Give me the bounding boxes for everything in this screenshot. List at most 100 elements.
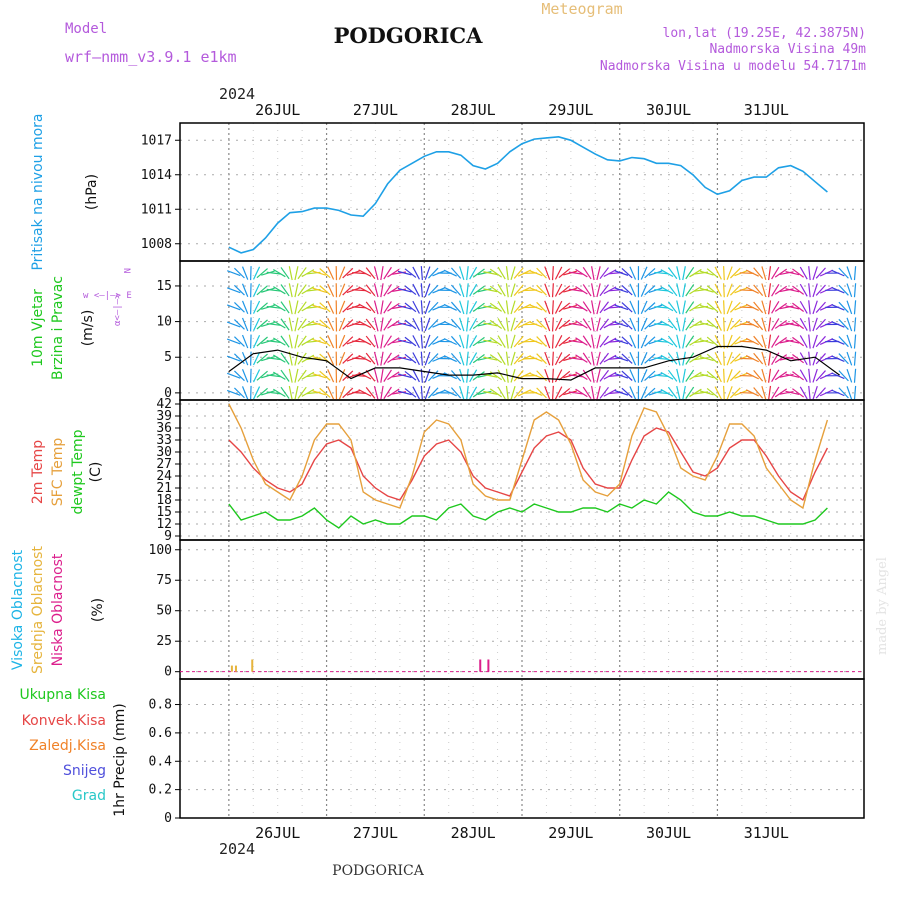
wind-arrow <box>469 369 478 383</box>
wind-arrow <box>714 352 722 366</box>
wind-arrow <box>266 357 281 361</box>
wind-arrow <box>352 272 367 275</box>
wind-arrow <box>288 334 293 349</box>
wind-arrow <box>621 319 633 330</box>
wind-arrow <box>297 369 307 382</box>
y-tick-label: 5 <box>164 350 172 365</box>
wind-arrow <box>505 385 509 400</box>
wind-arrow <box>682 266 686 281</box>
panel-precipitation: 0 0.2 0.4 0.6 0.8 <box>149 678 865 826</box>
day-label-bottom: 27JUL <box>353 824 398 842</box>
wind-arrow <box>808 317 811 332</box>
wind-arrow <box>204 369 206 383</box>
year-bottom: 2024 <box>219 840 255 858</box>
wind-arrow <box>280 318 290 331</box>
wind-arrow <box>273 320 286 329</box>
wind-arrow <box>338 334 346 349</box>
wind-arrow <box>450 353 462 365</box>
wind-arrow <box>338 386 346 400</box>
y-tick-label: 75 <box>156 573 172 588</box>
wind-arrow <box>234 387 245 399</box>
wind-arrow <box>505 351 509 366</box>
wind-arrow <box>853 300 857 315</box>
wind-arrow <box>450 387 462 399</box>
wind-arrow <box>212 319 221 330</box>
wind-arrow <box>685 386 695 399</box>
precip-grad-label: Grad <box>72 788 106 804</box>
wind-arrow <box>714 369 722 383</box>
wind-arrow <box>792 319 805 330</box>
wind-arrow <box>808 368 811 383</box>
wind-arrow <box>591 385 595 400</box>
wind-arrow <box>838 353 849 365</box>
wind-arrow <box>383 284 392 297</box>
wind-arrow <box>443 320 457 328</box>
wind-arrow <box>212 370 221 381</box>
wind-arrow <box>753 318 764 331</box>
location-coordinates: lon,lat (19.25E, 42.3875N) <box>663 26 867 41</box>
wind-arrow <box>319 387 331 398</box>
wind-arrow <box>640 317 648 332</box>
wind-arrow <box>383 335 392 348</box>
wind-arrow <box>853 266 857 281</box>
cloud-high-label: Visoka Oblacnost <box>10 549 26 670</box>
wind-arrow <box>443 338 457 346</box>
wind-arrow <box>497 301 506 314</box>
wind-arrow <box>358 337 372 346</box>
wind-arrow <box>676 266 681 281</box>
wind-arrow <box>466 283 469 298</box>
wind-arrow <box>551 385 554 400</box>
wind-arrow <box>280 369 290 382</box>
wind-arrow <box>380 385 384 400</box>
wind-arrow <box>312 304 327 310</box>
wind-arrow <box>226 389 241 396</box>
wind-arrow <box>489 268 503 278</box>
wind-arrow <box>582 318 592 331</box>
wind-arrow <box>327 266 335 280</box>
wind-arrow <box>582 369 592 382</box>
wind-arrow <box>338 283 346 297</box>
wind-arrow <box>234 370 245 382</box>
wind-arrow <box>477 339 492 344</box>
wind-arrow <box>808 300 811 315</box>
wind-arrow <box>714 266 722 280</box>
wind-arrow <box>699 356 714 362</box>
y-tick-label: 0.8 <box>149 698 172 713</box>
wind-arrow <box>412 386 420 400</box>
wind-arrow <box>505 300 509 315</box>
wind-arrow <box>853 351 857 366</box>
wind-arrow <box>729 387 741 399</box>
wind-arrow <box>682 334 686 349</box>
wind-arrow <box>181 306 195 308</box>
wind-arrow <box>614 321 629 328</box>
wind-arrow <box>745 320 759 329</box>
wind-arrow <box>342 267 354 279</box>
temp-sfc-label: SFC Temp <box>50 438 66 507</box>
wind-arrow <box>799 335 808 348</box>
wind-arrow <box>771 318 780 331</box>
elevation: Nadmorska Visina 49m <box>709 42 866 57</box>
wind-arrow <box>387 285 400 295</box>
precip-legend: Ukupna Kisa Konvek.Kisa Zaledj.Kisa Snij… <box>19 687 128 817</box>
day-label-top: 28JUL <box>451 101 496 119</box>
wind-arrow <box>544 334 551 349</box>
wind-arrow <box>838 267 849 279</box>
wind-arrow <box>294 385 299 400</box>
wind-arrow <box>420 334 423 349</box>
wind-arrow <box>338 300 346 315</box>
wind-arrow <box>568 391 583 395</box>
y-tick-label: 1008 <box>141 237 172 252</box>
wind-arrow <box>614 287 629 294</box>
wind-arrow <box>761 300 767 315</box>
wind-arrow <box>640 300 648 314</box>
wind-arrow <box>472 302 485 312</box>
wind-arrow <box>483 339 498 344</box>
wind-arrow <box>397 322 412 327</box>
wind-arrow <box>536 301 547 313</box>
wind-arrow <box>558 370 571 381</box>
wind-arrow <box>424 283 431 298</box>
wind-arrow <box>294 351 299 366</box>
wind-arrow <box>404 285 417 296</box>
wind-arrow <box>261 287 275 293</box>
wind-arrow <box>342 387 354 399</box>
